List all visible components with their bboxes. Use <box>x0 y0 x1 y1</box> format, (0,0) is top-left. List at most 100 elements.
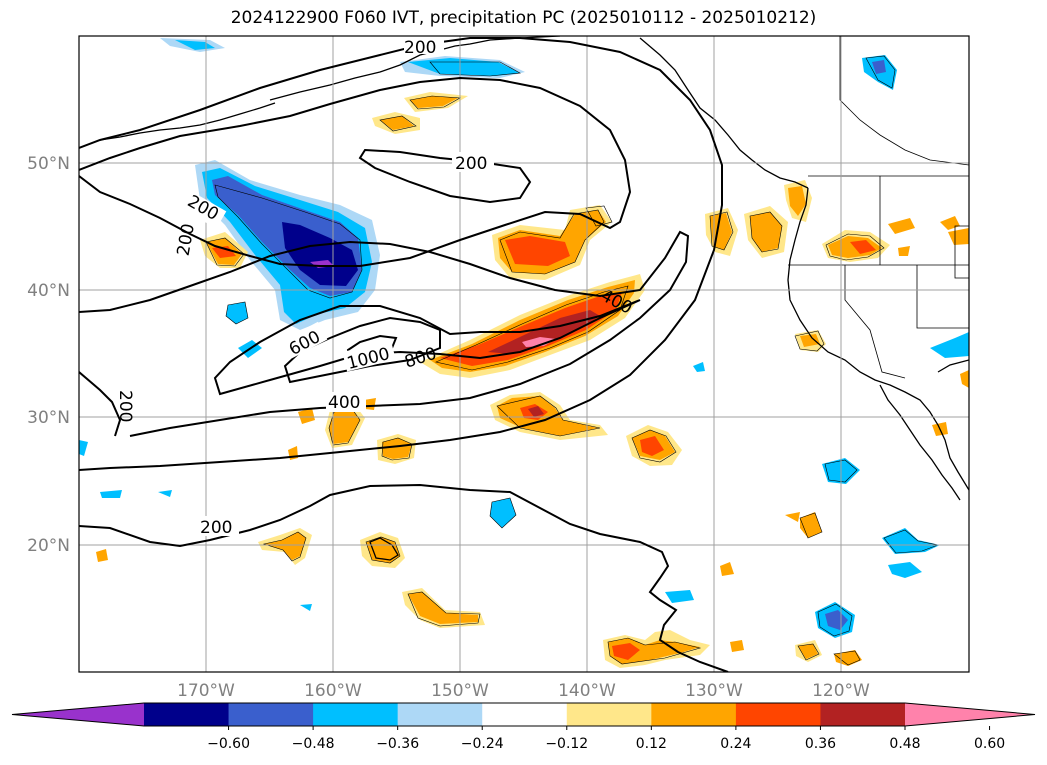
contour-label: 200 <box>455 154 487 174</box>
outline <box>631 429 677 463</box>
pc-blob <box>750 212 782 252</box>
colorbar-segment <box>144 703 230 726</box>
pc-blob <box>158 490 172 497</box>
pc-blob <box>212 246 236 258</box>
colorbar-segment <box>566 703 652 726</box>
map-panel: 200 200 200 200 200 400 400 600 800 1000… <box>79 36 969 672</box>
outline <box>225 301 249 325</box>
pc-blob <box>948 228 969 245</box>
ivt-contour-200-inner <box>358 148 532 204</box>
colorbar-tick-label: 0.36 <box>805 736 836 752</box>
colorbar-tick-label: −0.60 <box>207 736 250 752</box>
coastline-mexico <box>937 359 969 373</box>
ivt-contour-200-west <box>79 371 122 437</box>
outline <box>407 591 481 627</box>
colorbar-tick-label: −0.36 <box>376 736 419 752</box>
colorbar-outline <box>11 702 1036 727</box>
outline <box>381 437 413 461</box>
colorbar-tick-label: 0.60 <box>974 736 1005 752</box>
pc-blob <box>380 116 414 130</box>
border <box>916 265 969 329</box>
pc-blob <box>408 58 520 76</box>
map-frame <box>78 35 970 673</box>
outline <box>365 536 401 564</box>
pc-blob <box>528 406 544 417</box>
lon-label: 140°W <box>558 681 616 701</box>
border <box>954 225 969 279</box>
outline <box>379 115 417 132</box>
outline <box>749 211 783 253</box>
pc-blob <box>825 610 848 630</box>
pc-blob <box>612 643 640 660</box>
outline <box>824 459 858 483</box>
pc-blob <box>693 362 705 372</box>
contour-label: 200 <box>115 390 135 422</box>
lon-label: 170°W <box>177 681 235 701</box>
lat-label: 50°N <box>27 154 70 174</box>
outline <box>496 395 601 437</box>
pc-blob <box>79 440 88 456</box>
coastline-west-coast <box>787 187 969 491</box>
pc-blob <box>730 640 744 652</box>
colorbar-segment <box>228 703 314 726</box>
coastline-aleutians <box>99 102 276 141</box>
outline <box>214 184 363 299</box>
lon-label: 160°W <box>304 681 362 701</box>
state-borders <box>788 36 969 379</box>
lon-label: 130°W <box>685 681 743 701</box>
pc-blob <box>888 218 915 234</box>
coastline-alaska <box>269 36 561 101</box>
gridlines <box>79 36 969 672</box>
pc-blob <box>872 60 886 74</box>
contour-labels: 200 200 200 200 200 400 400 600 800 1000… <box>115 36 635 538</box>
negative-pc-shading <box>79 38 969 638</box>
pc-blob <box>96 549 108 562</box>
outline <box>607 637 702 665</box>
pc-blob <box>665 590 694 603</box>
pc-blob <box>798 644 818 659</box>
colorbar-tick-label: −0.24 <box>461 736 504 752</box>
colorbar-tick-label: 0.48 <box>889 736 920 752</box>
border <box>844 265 906 379</box>
pc-blob <box>490 498 516 528</box>
contour-label: 200 <box>404 38 436 58</box>
pc-blob <box>298 408 315 424</box>
outline <box>499 209 605 275</box>
lat-label: 40°N <box>27 281 70 301</box>
lat-labels: 50°N 40°N 30°N 20°N <box>27 154 70 556</box>
pc-blob <box>850 240 876 254</box>
pc-blob <box>788 186 806 216</box>
pc-blob <box>505 236 570 266</box>
colorbar-extend-low <box>12 703 144 726</box>
pc-blob <box>720 562 734 576</box>
lat-label: 30°N <box>27 408 70 428</box>
pc-blob <box>488 310 600 354</box>
coastlines <box>99 36 969 561</box>
pc-blob <box>800 334 820 347</box>
significance-outlines <box>205 55 940 666</box>
pc-blob <box>329 409 360 444</box>
colorbar-segment <box>651 703 737 726</box>
colorbar-tick-label: −0.48 <box>292 736 335 752</box>
pc-blob <box>175 40 215 50</box>
ivt-contour-200-loop <box>79 76 632 267</box>
ivt-contour-200-outer <box>79 37 723 471</box>
pc-blob <box>898 246 910 256</box>
outline <box>409 95 462 110</box>
pc-blob <box>100 490 122 498</box>
pc-blob <box>888 562 922 578</box>
outline <box>429 61 521 77</box>
pc-blob <box>282 222 358 286</box>
outline <box>262 531 307 562</box>
colorbar-segment <box>820 703 906 726</box>
outline <box>833 650 861 666</box>
lon-labels: 170°W 160°W 150°W 140°W 130°W 120°W <box>177 681 870 701</box>
pc-blob <box>522 337 556 347</box>
outline <box>489 497 517 529</box>
colorbar-tick-label: 0.12 <box>636 736 667 752</box>
pc-blob <box>382 438 412 459</box>
coastline-hawaii <box>369 537 399 561</box>
outline <box>205 237 245 267</box>
coastline-baja <box>879 384 961 501</box>
